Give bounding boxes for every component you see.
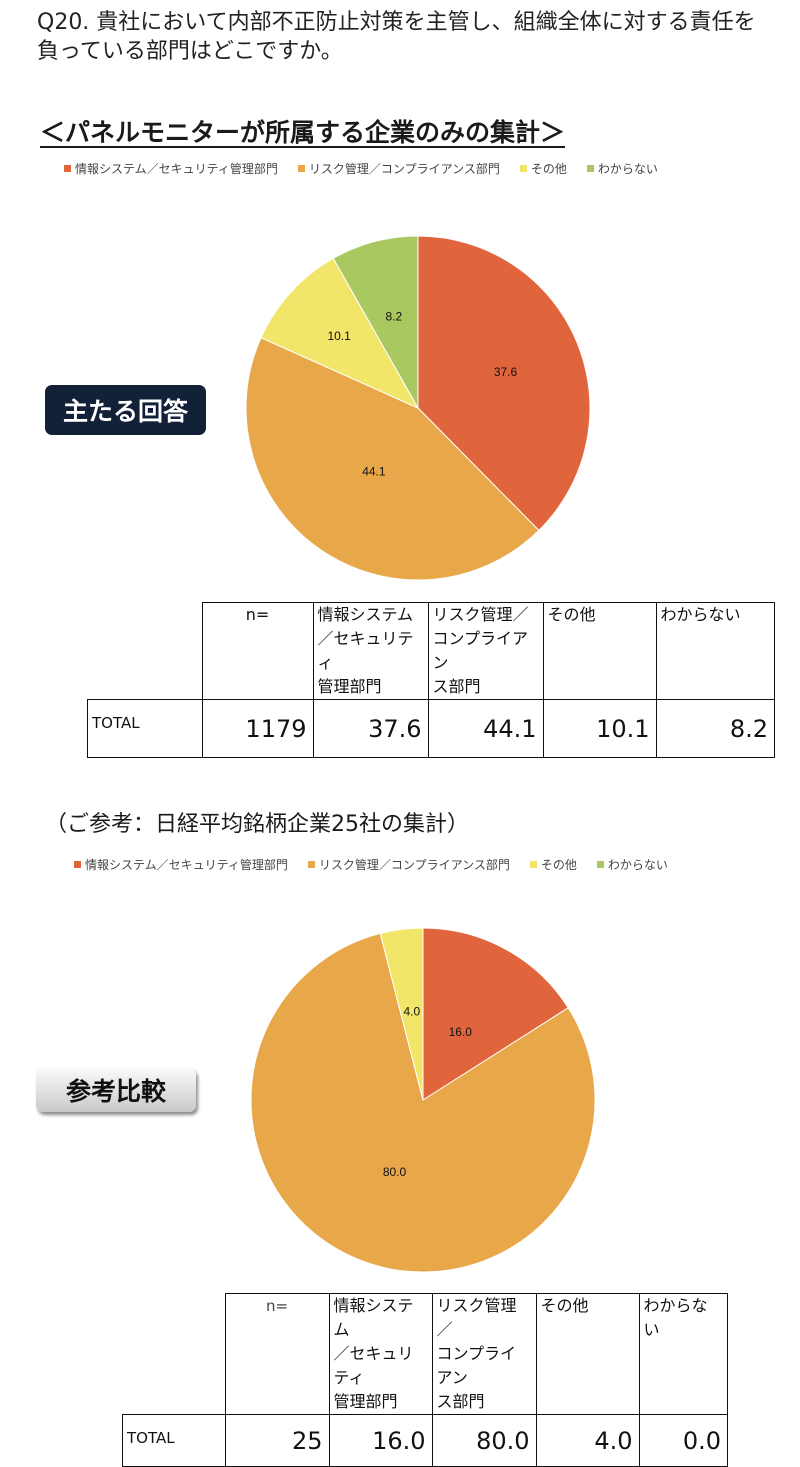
pie-chart-panel: 37.6 44.1 10.1 8.2 (245, 235, 591, 581)
row-label-total: TOTAL (122, 1414, 226, 1467)
legend-item: 情報システム／セキュリティ管理部門 (74, 856, 288, 873)
legend-item: リスク管理／コンプライアンス部門 (307, 856, 510, 873)
header-other: その他 (535, 1293, 640, 1415)
legend-swatch (519, 165, 527, 172)
cell-other: 10.1 (542, 699, 657, 758)
n-label: n= (201, 602, 314, 700)
header-line: ス部門 (436, 1392, 485, 1411)
header-line: コンプライアン (436, 1344, 517, 1387)
cell-info-sys: 16.0 (328, 1414, 433, 1467)
header-line: わからない (643, 1296, 708, 1339)
data-table-panel: n= 情報システム ／セキュリティ管理部門 リスク管理／ コンプライアンス部門 その… (87, 602, 775, 758)
cell-unknown: 8.2 (655, 699, 775, 758)
slice-risk (245, 337, 540, 581)
legend-label: わからない (597, 162, 658, 176)
header-info-sys: 情報システム ／セキュリティ管理部門 (328, 1293, 433, 1415)
header-other: その他 (542, 602, 657, 700)
legend-swatch (529, 861, 537, 868)
question-text: Q20. 貴社において内部不正防止対策を主管し、組織全体に対する責任を負っている… (37, 10, 756, 64)
header-line: リスク管理／ (432, 605, 529, 624)
header-line: その他 (540, 1296, 589, 1315)
data-label: 80.0 (383, 1165, 407, 1179)
header-line: 管理部門 (317, 677, 382, 696)
section-title-panel: ＜パネルモニターが所属する企業のみの集計＞ (40, 118, 566, 147)
legend-item: その他 (519, 160, 567, 177)
slice-other (379, 927, 424, 1101)
data-label: 16.0 (449, 1025, 473, 1039)
cell-n: 25 (224, 1414, 330, 1467)
legend-swatch (297, 165, 305, 172)
pie-chart-reference: 16.0 80.0 4.0 (250, 927, 596, 1273)
legend-swatch (586, 165, 594, 172)
row-label-total: TOTAL (87, 699, 203, 758)
data-table-reference: n= 情報システム ／セキュリティ管理部門 リスク管理／ コンプライアンス部門 その… (122, 1293, 728, 1467)
header-line: ／セキュリティ (317, 629, 414, 672)
header-line: 管理部門 (333, 1392, 398, 1411)
header-line: 情報システム (317, 605, 414, 624)
data-label: 37.6 (494, 365, 518, 379)
badge-main-answer: 主たる回答 (45, 385, 206, 435)
data-label: 44.1 (362, 465, 386, 479)
legend-label: その他 (530, 162, 567, 176)
legend-swatch (307, 861, 315, 868)
cell-risk: 44.1 (427, 699, 544, 758)
legend-label: リスク管理／コンプライアンス部門 (318, 858, 510, 872)
header-line: わからない (660, 605, 741, 624)
chart-legend: 情報システム／セキュリティ管理部門 リスク管理／コンプライアンス部門 その他 わからな… (74, 856, 668, 873)
header-risk: リスク管理／ コンプライアンス部門 (431, 1293, 537, 1415)
legend-item: その他 (529, 856, 577, 873)
legend-item: 情報システム／セキュリティ管理部門 (64, 160, 278, 177)
slice-info-sys (417, 235, 591, 532)
cell-info-sys: 37.6 (312, 699, 429, 758)
header-risk: リスク管理／ コンプライアンス部門 (427, 602, 544, 700)
legend-label: 情報システム／セキュリティ管理部門 (75, 162, 278, 176)
slice-other (260, 257, 420, 410)
legend-label: 情報システム／セキュリティ管理部門 (85, 858, 288, 872)
cell-n: 1179 (201, 699, 314, 758)
header-line: コンプライアン (432, 629, 529, 672)
legend-swatch (74, 861, 81, 868)
cell-risk: 80.0 (431, 1414, 537, 1467)
legend-swatch (596, 861, 604, 868)
legend-item: わからない (586, 160, 658, 177)
data-label: 10.1 (327, 329, 351, 343)
cell-unknown: 0.0 (638, 1414, 728, 1467)
section-title-reference: （ご参考：日経平均銘柄企業25社の集計） (45, 812, 469, 837)
header-unknown: わからない (638, 1293, 728, 1415)
header-unknown: わからない (655, 602, 775, 700)
cell-other: 4.0 (535, 1414, 640, 1467)
slice-unknown (332, 235, 419, 410)
slice-risk (250, 932, 596, 1273)
legend-item: わからない (596, 856, 668, 873)
legend-item: リスク管理／コンプライアンス部門 (297, 160, 500, 177)
header-line: リスク管理／ (436, 1296, 517, 1339)
header-line: ス部門 (432, 677, 481, 696)
legend-label: その他 (540, 858, 577, 872)
chart-legend: 情報システム／セキュリティ管理部門 リスク管理／コンプライアンス部門 その他 わからな… (64, 160, 658, 177)
legend-label: わからない (607, 858, 668, 872)
slice-info-sys (422, 927, 569, 1101)
badge-reference: 参考比較 (36, 1068, 196, 1112)
header-line: 情報システム (333, 1296, 414, 1339)
legend-swatch (64, 165, 71, 172)
header-line: その他 (547, 605, 596, 624)
data-label: 8.2 (386, 310, 403, 324)
header-line: ／セキュリティ (333, 1344, 414, 1387)
legend-label: リスク管理／コンプライアンス部門 (308, 162, 500, 176)
header-info-sys: 情報システム ／セキュリティ管理部門 (312, 602, 429, 700)
n-label: n= (224, 1293, 330, 1415)
data-label: 4.0 (403, 1004, 420, 1018)
